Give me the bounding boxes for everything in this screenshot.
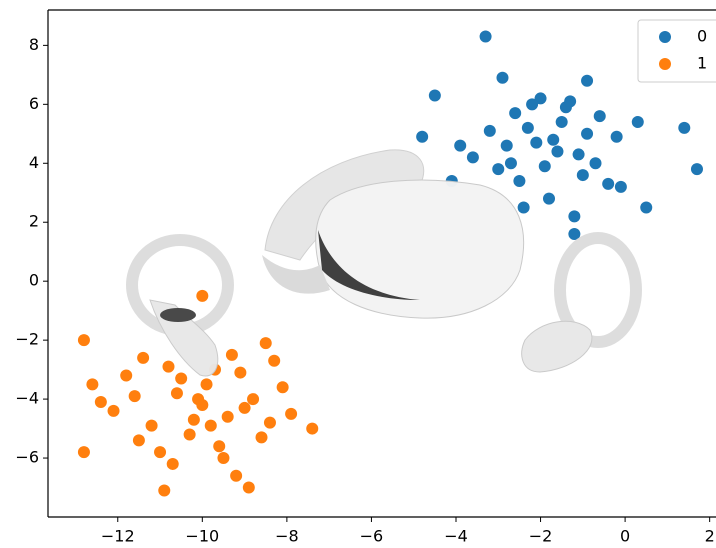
point (678, 122, 690, 134)
y-tick-label: −4 (15, 389, 39, 408)
point (611, 131, 623, 143)
y-tick-label: 4 (29, 153, 39, 172)
point (496, 72, 508, 84)
point (226, 349, 238, 361)
point (167, 458, 179, 470)
point (175, 372, 187, 384)
point (505, 157, 517, 169)
point (188, 414, 200, 426)
x-tick-label: −2 (529, 527, 553, 546)
x-tick-label: −4 (444, 527, 468, 546)
point (513, 175, 525, 187)
point (264, 417, 276, 429)
point (429, 89, 441, 101)
point (192, 393, 204, 405)
point (268, 355, 280, 367)
y-tick-label: 8 (29, 35, 39, 54)
point (551, 145, 563, 157)
x-tick-label: −6 (360, 527, 384, 546)
point (230, 470, 242, 482)
point (247, 393, 259, 405)
point (277, 381, 289, 393)
point (243, 482, 255, 494)
chart: 01 −12−10−8−6−4−202−6−4−202468 (0, 0, 716, 548)
point (120, 370, 132, 382)
point (234, 367, 246, 379)
point (564, 95, 576, 107)
point (184, 428, 196, 440)
point (480, 31, 492, 43)
point (78, 446, 90, 458)
point (573, 148, 585, 160)
point (306, 423, 318, 435)
point (454, 140, 466, 152)
point (158, 484, 170, 496)
y-tick-label: 0 (29, 271, 39, 290)
point (467, 151, 479, 163)
point (217, 452, 229, 464)
point (260, 337, 272, 349)
x-tick-label: −12 (101, 527, 135, 546)
y-tick-label: 2 (29, 212, 39, 231)
point (577, 169, 589, 181)
point (501, 140, 513, 152)
point (492, 163, 504, 175)
point (108, 405, 120, 417)
point (196, 290, 208, 302)
legend-label: 0 (697, 27, 707, 46)
point (78, 334, 90, 346)
point (137, 352, 149, 364)
point (239, 402, 251, 414)
legend: 01 (638, 20, 716, 82)
point (526, 98, 538, 110)
point (615, 181, 627, 193)
point (162, 361, 174, 373)
y-tick-label: −6 (15, 448, 39, 467)
vr-headset-image (132, 150, 636, 376)
x-tick-label: −10 (185, 527, 219, 546)
point (691, 163, 703, 175)
x-tick-label: 0 (620, 527, 630, 546)
point (171, 387, 183, 399)
point (509, 107, 521, 119)
point (530, 137, 542, 149)
point (201, 378, 213, 390)
x-tick-label: 2 (705, 527, 715, 546)
point (543, 193, 555, 205)
legend-label: 1 (697, 54, 707, 73)
point (205, 420, 217, 432)
y-tick-label: 6 (29, 94, 39, 113)
point (539, 160, 551, 172)
point (568, 210, 580, 222)
point (547, 134, 559, 146)
point (590, 157, 602, 169)
point (581, 128, 593, 140)
page: {"chart_data": {"type": "scatter", "seri… (0, 0, 716, 548)
point (522, 122, 534, 134)
x-tick-label: −8 (275, 527, 299, 546)
point (518, 201, 530, 213)
point (632, 116, 644, 128)
point (594, 110, 606, 122)
point (256, 431, 268, 443)
point (154, 446, 166, 458)
point (556, 116, 568, 128)
legend-marker (659, 31, 671, 43)
legend-marker (659, 58, 671, 70)
point (285, 408, 297, 420)
point (581, 75, 593, 87)
point (213, 440, 225, 452)
point (602, 178, 614, 190)
point (640, 201, 652, 213)
point (129, 390, 141, 402)
point (484, 125, 496, 137)
point (95, 396, 107, 408)
point (416, 131, 428, 143)
point (133, 434, 145, 446)
point (146, 420, 158, 432)
y-tick-label: −2 (15, 330, 39, 349)
point (222, 411, 234, 423)
point (86, 378, 98, 390)
